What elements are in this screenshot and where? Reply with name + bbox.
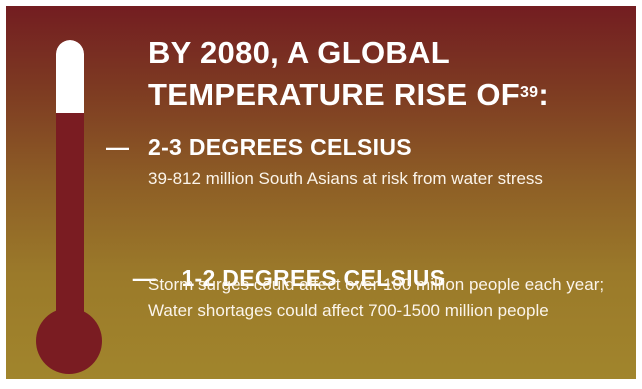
headline: BY 2080, A GLOBAL TEMPERATURE RISE OF39:	[148, 32, 628, 116]
dash-bullet: —	[132, 265, 157, 291]
headline-colon: :	[538, 77, 550, 112]
item-body-2-3-degrees: 39-812 million South Asians at risk from…	[148, 169, 543, 188]
item-heading-1-2-degrees: — 1-2 DEGREES CELSIUS	[106, 238, 445, 319]
item-body-1-2-degrees: Storm surges could affect over 100 milli…	[148, 275, 605, 320]
item-title: 1-2 DEGREES CELSIUS	[174, 265, 446, 291]
item-title: 2-3 DEGREES CELSIUS	[148, 134, 412, 160]
item-heading-2-3-degrees: — 2-3 DEGREES CELSIUS	[106, 134, 412, 161]
thermometer-empty-segment	[56, 40, 84, 113]
headline-text: BY 2080, A GLOBAL TEMPERATURE RISE OF	[148, 35, 520, 112]
dash-bullet: —	[106, 134, 130, 160]
thermometer-bulb	[36, 308, 102, 374]
infographic-panel: BY 2080, A GLOBAL TEMPERATURE RISE OF39:…	[6, 6, 636, 379]
thermometer-icon	[56, 40, 84, 330]
headline-footnote: 39	[519, 84, 539, 101]
